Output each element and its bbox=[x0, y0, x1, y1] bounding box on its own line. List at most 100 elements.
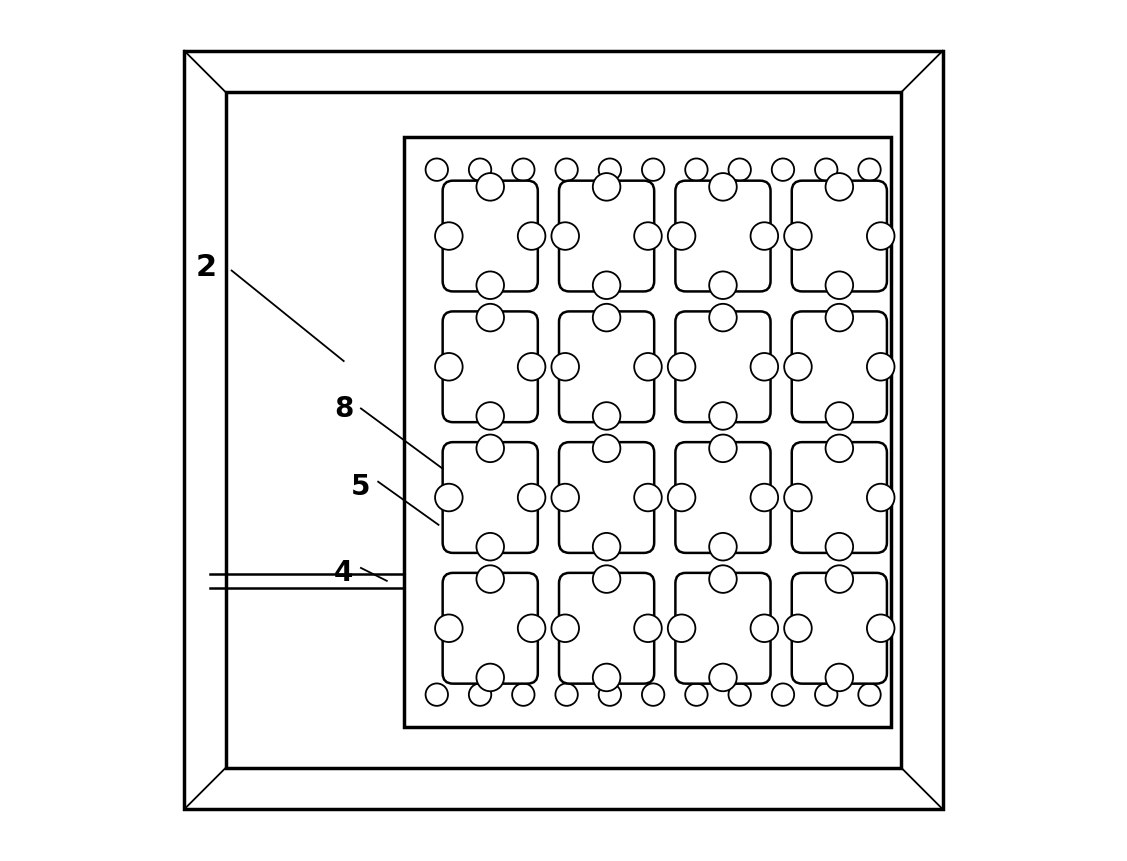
Circle shape bbox=[668, 354, 695, 381]
Circle shape bbox=[517, 615, 545, 642]
Circle shape bbox=[556, 159, 578, 182]
Circle shape bbox=[751, 354, 778, 381]
Circle shape bbox=[426, 684, 449, 706]
FancyBboxPatch shape bbox=[675, 443, 771, 554]
Circle shape bbox=[477, 566, 504, 593]
Circle shape bbox=[815, 159, 837, 182]
Circle shape bbox=[556, 684, 578, 706]
Circle shape bbox=[709, 664, 737, 691]
Circle shape bbox=[426, 159, 449, 182]
Circle shape bbox=[598, 159, 621, 182]
Circle shape bbox=[826, 664, 853, 691]
Circle shape bbox=[435, 354, 463, 381]
Circle shape bbox=[784, 484, 811, 511]
Circle shape bbox=[784, 354, 811, 381]
Circle shape bbox=[668, 223, 695, 251]
Text: 2: 2 bbox=[195, 252, 216, 282]
Circle shape bbox=[642, 684, 664, 706]
Circle shape bbox=[815, 684, 837, 706]
Circle shape bbox=[435, 484, 463, 511]
Circle shape bbox=[593, 403, 620, 430]
Circle shape bbox=[709, 174, 737, 201]
FancyBboxPatch shape bbox=[443, 443, 538, 554]
Circle shape bbox=[751, 223, 778, 251]
Circle shape bbox=[477, 435, 504, 462]
Circle shape bbox=[784, 615, 811, 642]
Circle shape bbox=[635, 484, 662, 511]
Circle shape bbox=[517, 354, 545, 381]
FancyBboxPatch shape bbox=[675, 182, 771, 292]
Circle shape bbox=[551, 354, 579, 381]
Bar bbox=[405, 138, 891, 728]
Circle shape bbox=[867, 223, 895, 251]
FancyBboxPatch shape bbox=[559, 312, 654, 423]
Circle shape bbox=[635, 223, 662, 251]
Circle shape bbox=[668, 484, 695, 511]
Circle shape bbox=[469, 684, 491, 706]
Circle shape bbox=[477, 272, 504, 300]
Circle shape bbox=[517, 484, 545, 511]
FancyBboxPatch shape bbox=[792, 312, 887, 423]
Circle shape bbox=[685, 159, 708, 182]
Circle shape bbox=[685, 684, 708, 706]
Circle shape bbox=[593, 566, 620, 593]
Circle shape bbox=[435, 223, 463, 251]
Circle shape bbox=[593, 435, 620, 462]
Circle shape bbox=[709, 272, 737, 300]
FancyBboxPatch shape bbox=[559, 443, 654, 554]
Circle shape bbox=[593, 533, 620, 561]
Circle shape bbox=[551, 223, 579, 251]
Circle shape bbox=[772, 684, 795, 706]
Circle shape bbox=[477, 305, 504, 332]
FancyBboxPatch shape bbox=[675, 312, 771, 423]
Circle shape bbox=[435, 615, 463, 642]
Circle shape bbox=[668, 615, 695, 642]
Circle shape bbox=[867, 354, 895, 381]
Circle shape bbox=[826, 403, 853, 430]
Circle shape bbox=[642, 159, 664, 182]
Circle shape bbox=[751, 484, 778, 511]
Circle shape bbox=[469, 159, 491, 182]
FancyBboxPatch shape bbox=[792, 182, 887, 292]
Circle shape bbox=[751, 615, 778, 642]
Circle shape bbox=[598, 684, 621, 706]
Circle shape bbox=[512, 159, 534, 182]
Circle shape bbox=[635, 615, 662, 642]
Circle shape bbox=[859, 159, 880, 182]
Text: 4: 4 bbox=[334, 559, 354, 586]
Circle shape bbox=[551, 615, 579, 642]
FancyBboxPatch shape bbox=[792, 573, 887, 684]
Circle shape bbox=[784, 223, 811, 251]
Circle shape bbox=[709, 435, 737, 462]
Text: 8: 8 bbox=[334, 395, 354, 423]
Circle shape bbox=[593, 272, 620, 300]
Bar bbox=[184, 52, 943, 809]
Circle shape bbox=[709, 403, 737, 430]
Circle shape bbox=[512, 684, 534, 706]
Circle shape bbox=[867, 484, 895, 511]
Circle shape bbox=[826, 272, 853, 300]
Circle shape bbox=[709, 305, 737, 332]
FancyBboxPatch shape bbox=[443, 182, 538, 292]
FancyBboxPatch shape bbox=[559, 182, 654, 292]
Circle shape bbox=[593, 664, 620, 691]
Circle shape bbox=[593, 174, 620, 201]
FancyBboxPatch shape bbox=[559, 573, 654, 684]
Circle shape bbox=[826, 566, 853, 593]
FancyBboxPatch shape bbox=[675, 573, 771, 684]
Bar bbox=[225, 93, 902, 768]
FancyBboxPatch shape bbox=[443, 573, 538, 684]
Circle shape bbox=[593, 305, 620, 332]
Circle shape bbox=[772, 159, 795, 182]
Circle shape bbox=[517, 223, 545, 251]
Circle shape bbox=[826, 174, 853, 201]
Circle shape bbox=[867, 615, 895, 642]
Circle shape bbox=[728, 159, 751, 182]
Circle shape bbox=[477, 533, 504, 561]
Circle shape bbox=[477, 174, 504, 201]
Circle shape bbox=[709, 566, 737, 593]
Circle shape bbox=[826, 305, 853, 332]
Circle shape bbox=[826, 435, 853, 462]
Text: 5: 5 bbox=[352, 473, 371, 500]
Circle shape bbox=[635, 354, 662, 381]
